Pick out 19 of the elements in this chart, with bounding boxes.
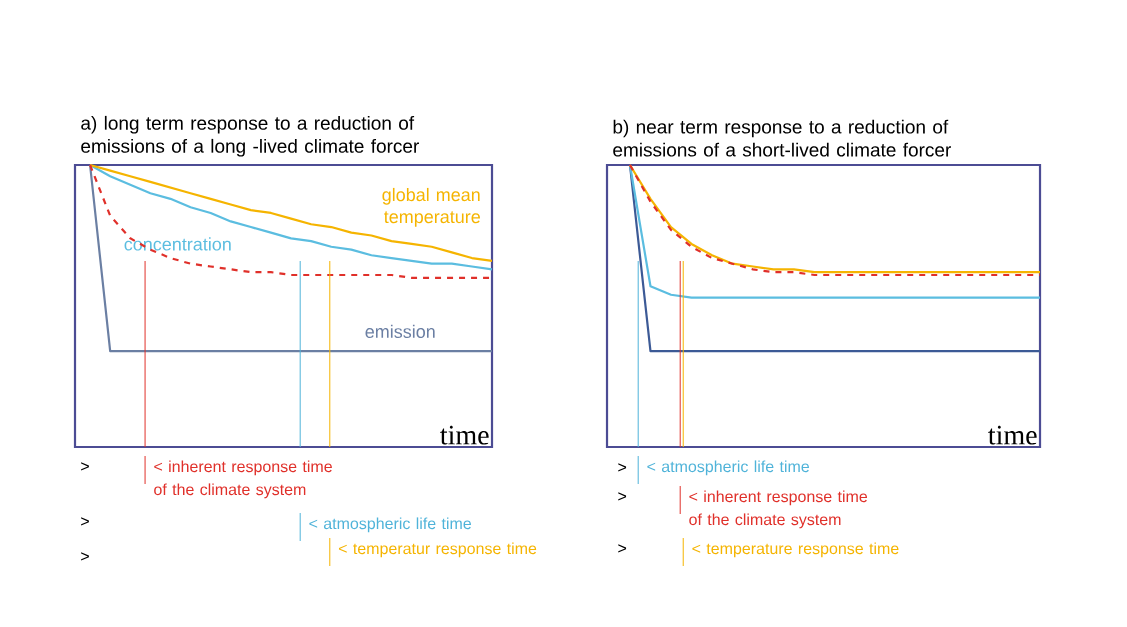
x-axis-title: time xyxy=(988,425,1037,445)
chart-title: a) long term response to a reduction of emissions of a long -lived climate forcer xyxy=(81,115,419,157)
text: < temperatur response time xyxy=(338,542,537,558)
x-axis-title: time xyxy=(440,425,489,445)
text: > xyxy=(618,544,627,553)
text: > xyxy=(81,517,89,526)
text: < atmospheric life time xyxy=(647,460,810,476)
text: > xyxy=(618,492,627,501)
series-label: concentration xyxy=(124,237,231,251)
series-label: global mean temperature xyxy=(382,187,480,227)
series-label: emission xyxy=(365,324,435,338)
text: < atmospheric life time xyxy=(309,517,472,533)
text: < temperature response time xyxy=(692,542,899,558)
text: < inherent response time of the climate system xyxy=(154,460,332,499)
text: > xyxy=(81,552,89,561)
chart-title: b) near term response to a reduction of emissions of a short-lived climate forcer xyxy=(613,119,951,157)
text: < inherent response time of the climate system xyxy=(689,490,868,529)
text: > xyxy=(81,462,89,471)
text: > xyxy=(618,463,627,472)
